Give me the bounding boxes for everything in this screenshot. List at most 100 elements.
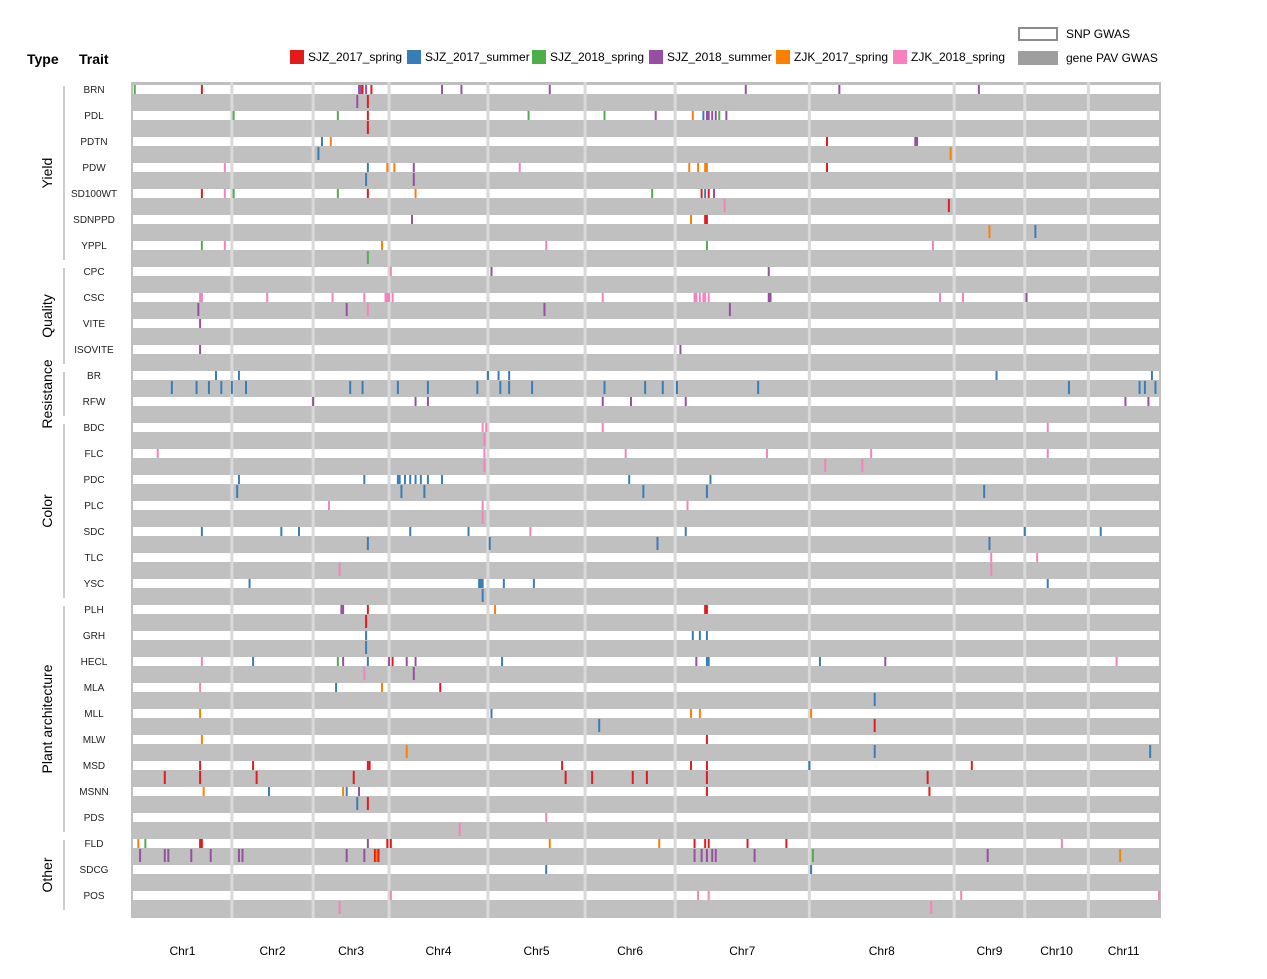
snp-mark xyxy=(202,787,205,796)
snp-mark xyxy=(336,189,339,198)
pav-mark xyxy=(591,771,594,784)
pav-band xyxy=(133,303,1159,318)
chromosome-label: Chr4 xyxy=(425,944,451,958)
snp-mark xyxy=(335,683,338,692)
pav-mark xyxy=(508,381,511,394)
snp-mark xyxy=(603,111,606,120)
pav-band xyxy=(133,511,1159,526)
legend-label: ZJK_2017_spring xyxy=(794,50,889,64)
snp-mark xyxy=(200,293,203,302)
pav-mark xyxy=(230,381,233,394)
pav-mark xyxy=(396,381,399,394)
chromosome-separator xyxy=(583,82,587,918)
pav-mark xyxy=(705,771,708,784)
snp-mark xyxy=(312,397,315,406)
pav-mark xyxy=(209,849,212,862)
snp-mark xyxy=(267,787,270,796)
pav-mark xyxy=(990,563,993,576)
snp-band xyxy=(133,709,1159,718)
snp-mark xyxy=(961,293,964,302)
snp-mark xyxy=(200,189,203,198)
pav-mark xyxy=(930,901,933,914)
pav-band xyxy=(133,355,1159,370)
pav-mark xyxy=(365,173,368,186)
snp-mark xyxy=(366,189,369,198)
pav-mark xyxy=(564,771,567,784)
pav-mark xyxy=(1138,381,1141,394)
snp-mark xyxy=(380,683,383,692)
chromosome-label: Chr1 xyxy=(169,944,195,958)
group-label: Other xyxy=(39,857,55,892)
snp-mark xyxy=(704,215,707,224)
pav-mark xyxy=(811,849,814,862)
snp-band xyxy=(133,137,1159,146)
snp-mark xyxy=(1036,553,1039,562)
legend-item-sjz-2018-summer: SJZ_2018_summer xyxy=(649,50,772,64)
snp-mark xyxy=(391,657,394,666)
snp-mark xyxy=(601,293,604,302)
legend-item-sjz-2017-spring: SJZ_2017_spring xyxy=(290,50,402,64)
chromosome-label: Chr2 xyxy=(259,944,285,958)
chromosome-separator xyxy=(387,82,391,918)
pav-band xyxy=(133,173,1159,188)
snp-mark xyxy=(328,501,331,510)
pav-band xyxy=(133,121,1159,136)
snp-mark xyxy=(702,293,705,302)
pav-mark xyxy=(349,381,352,394)
snp-mark xyxy=(769,293,772,302)
snp-mark xyxy=(818,657,821,666)
pav-mark xyxy=(700,849,703,862)
snp-mark xyxy=(931,241,934,250)
snp-mark xyxy=(704,189,707,198)
pav-mark xyxy=(170,381,173,394)
chromosome-label: Chr6 xyxy=(617,944,643,958)
snp-mark xyxy=(1099,527,1102,536)
trait-label: PDS xyxy=(84,813,105,824)
legend-item-zjk-2017-spring: ZJK_2017_spring xyxy=(776,50,888,64)
trait-label: PDL xyxy=(84,111,104,122)
legend-pav-box xyxy=(1018,51,1058,65)
legend-swatch xyxy=(776,50,790,64)
snp-mark xyxy=(744,85,747,94)
pav-mark xyxy=(241,849,244,862)
pav-mark xyxy=(598,719,601,732)
snp-mark xyxy=(483,449,486,458)
snp-mark xyxy=(705,111,708,120)
snp-mark xyxy=(870,449,873,458)
snp-band xyxy=(133,813,1159,822)
pav-band xyxy=(133,537,1159,552)
trait-label: FLD xyxy=(85,839,104,850)
snp-mark xyxy=(200,839,203,848)
snp-mark xyxy=(695,657,698,666)
snp-mark xyxy=(1115,657,1118,666)
trait-label: MSNN xyxy=(79,787,108,798)
snp-mark xyxy=(490,267,493,276)
snp-mark xyxy=(366,657,369,666)
snp-mark xyxy=(345,787,348,796)
snp-band xyxy=(133,553,1159,562)
pav-band xyxy=(133,667,1159,682)
pav-band xyxy=(133,797,1159,812)
pav-mark xyxy=(499,381,502,394)
snp-mark xyxy=(709,475,712,484)
trait-label: MSD xyxy=(83,761,105,772)
snp-mark xyxy=(785,839,788,848)
snp-mark xyxy=(705,735,708,744)
snp-mark xyxy=(237,371,240,380)
pav-mark xyxy=(705,485,708,498)
group-label: Plant architecture xyxy=(39,664,55,773)
pav-mark xyxy=(338,563,341,576)
snp-mark xyxy=(409,527,412,536)
snp-mark xyxy=(223,163,226,172)
trait-label: TLC xyxy=(85,553,104,564)
trait-label: BRN xyxy=(83,85,104,96)
legend-label: ZJK_2018_spring xyxy=(911,50,1006,64)
snp-band xyxy=(133,449,1159,458)
snp-mark xyxy=(386,163,389,172)
snp-mark xyxy=(481,501,484,510)
snp-mark xyxy=(386,839,389,848)
snp-mark xyxy=(414,657,417,666)
snp-mark xyxy=(280,527,283,536)
snp-mark xyxy=(329,137,332,146)
